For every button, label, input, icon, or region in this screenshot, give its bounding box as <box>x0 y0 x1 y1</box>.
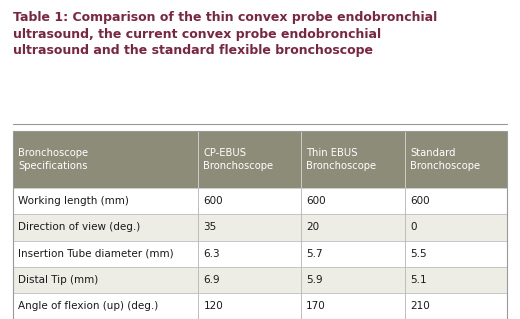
Text: 6.9: 6.9 <box>203 275 220 285</box>
Text: 5.7: 5.7 <box>306 249 323 259</box>
Text: Bronchoscope
Specifications: Bronchoscope Specifications <box>18 148 88 171</box>
Bar <box>13 131 198 188</box>
Text: Thin EBUS
Bronchoscope: Thin EBUS Bronchoscope <box>306 148 376 171</box>
Bar <box>13 241 198 267</box>
Text: 5.5: 5.5 <box>410 249 426 259</box>
Bar <box>198 241 301 267</box>
Text: Direction of view (deg.): Direction of view (deg.) <box>18 222 140 233</box>
Bar <box>301 293 405 319</box>
Text: 6.3: 6.3 <box>203 249 220 259</box>
Bar <box>13 267 198 293</box>
Text: Insertion Tube diameter (mm): Insertion Tube diameter (mm) <box>18 249 174 259</box>
Text: 210: 210 <box>410 301 430 311</box>
Bar <box>198 131 301 188</box>
Text: 0: 0 <box>410 222 417 233</box>
Text: CP-EBUS
Bronchoscope: CP-EBUS Bronchoscope <box>203 148 274 171</box>
Bar <box>405 188 507 214</box>
Bar <box>198 188 301 214</box>
Text: Working length (mm): Working length (mm) <box>18 196 129 206</box>
Bar <box>13 131 507 319</box>
Text: 35: 35 <box>203 222 217 233</box>
Text: 600: 600 <box>203 196 223 206</box>
Bar <box>405 131 507 188</box>
Text: 600: 600 <box>306 196 326 206</box>
Text: Table 1: Comparison of the thin convex probe endobronchial
ultrasound, the curre: Table 1: Comparison of the thin convex p… <box>13 11 437 57</box>
Text: Angle of flexion (up) (deg.): Angle of flexion (up) (deg.) <box>18 301 159 311</box>
Text: 600: 600 <box>410 196 430 206</box>
Bar <box>13 293 198 319</box>
Bar <box>198 267 301 293</box>
Text: 170: 170 <box>306 301 326 311</box>
Text: Standard
Bronchoscope: Standard Bronchoscope <box>410 148 480 171</box>
Text: 20: 20 <box>306 222 319 233</box>
Bar <box>301 241 405 267</box>
Bar <box>198 214 301 241</box>
Bar <box>301 267 405 293</box>
Text: 5.1: 5.1 <box>410 275 426 285</box>
Text: Distal Tip (mm): Distal Tip (mm) <box>18 275 98 285</box>
Bar <box>301 214 405 241</box>
Bar <box>405 267 507 293</box>
Bar <box>301 131 405 188</box>
Bar <box>405 214 507 241</box>
Text: 5.9: 5.9 <box>306 275 323 285</box>
Bar <box>13 214 198 241</box>
Bar <box>405 241 507 267</box>
Bar <box>405 293 507 319</box>
Bar <box>198 293 301 319</box>
Text: 120: 120 <box>203 301 223 311</box>
Bar <box>301 188 405 214</box>
Bar <box>13 188 198 214</box>
